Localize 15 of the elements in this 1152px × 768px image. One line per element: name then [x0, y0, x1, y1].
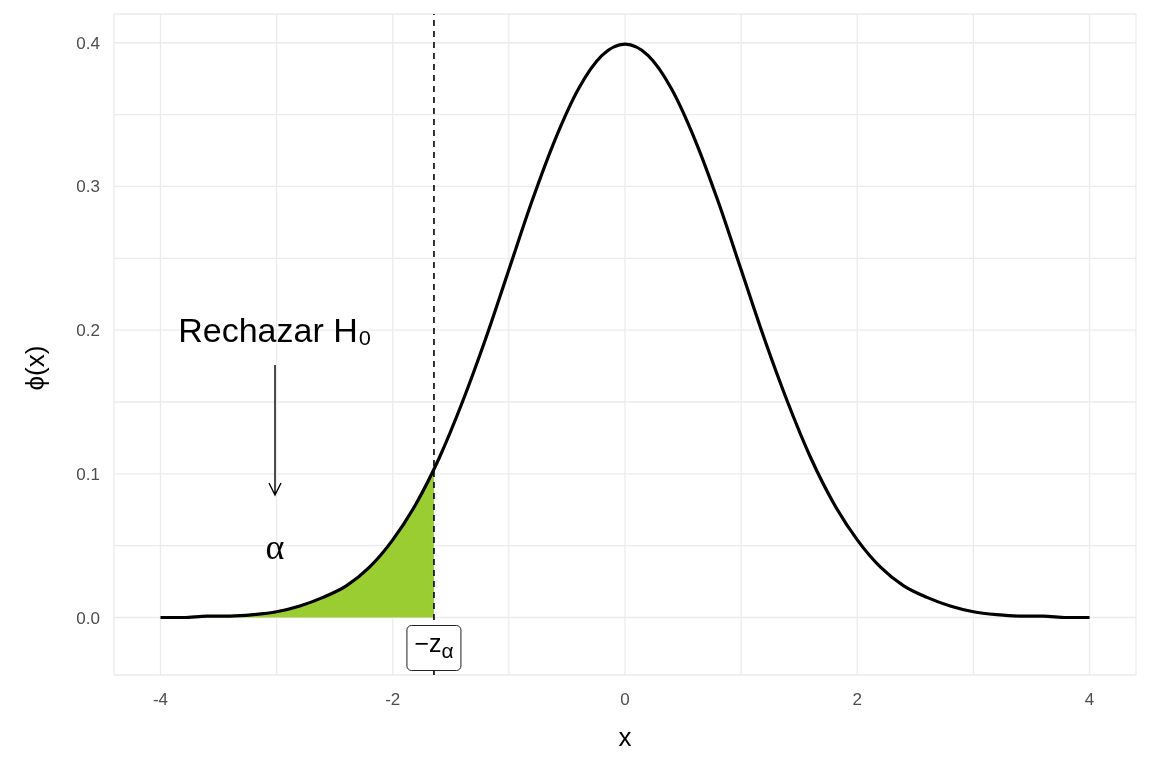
x-tick-label: -2 [385, 690, 401, 710]
x-tick-label: 0 [620, 690, 630, 710]
annotation: Rechazar H₀ [178, 310, 372, 350]
annotation: α [265, 527, 285, 567]
y-tick-label: 0.0 [76, 608, 100, 628]
y-tick-label: 0.1 [76, 464, 100, 484]
y-tick-label: 0.3 [76, 177, 100, 197]
x-tick-label: -4 [152, 690, 169, 710]
x-tick-label: 4 [1084, 690, 1095, 710]
x-tick-label: 2 [852, 690, 863, 710]
y-axis-title: ϕ(x) [20, 345, 50, 391]
y-tick-label: 0.4 [76, 33, 100, 53]
x-axis-title: x [618, 722, 632, 752]
ref-line-label: −z$_{α}$ [406, 625, 462, 671]
y-tick-label: 0.2 [76, 321, 100, 341]
